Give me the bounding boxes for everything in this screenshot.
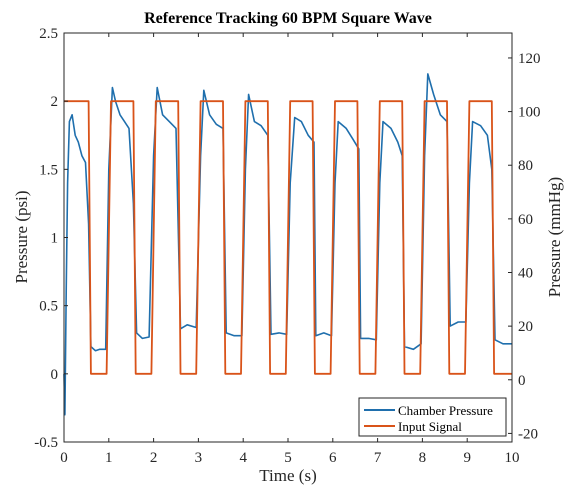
legend: Chamber Pressure Input Signal [358, 397, 507, 437]
y-right-tick-label: 40 [518, 265, 533, 281]
x-tick-label: 4 [239, 450, 247, 466]
y-axis-left-title: Pressure (psi) [12, 190, 31, 283]
series-layer [63, 73, 512, 416]
chart-title: Reference Tracking 60 BPM Square Wave [144, 10, 432, 27]
x-tick-label: 10 [505, 450, 520, 466]
y-tick-label: 1.5 [39, 162, 58, 178]
y-tick-label: -0.5 [34, 435, 58, 451]
x-tick-label: 2 [150, 450, 158, 466]
y-axis-right: -20 0 20 40 60 80 100 120 [508, 51, 541, 442]
x-tick-label: 5 [284, 450, 292, 466]
x-tick-label: 7 [374, 450, 382, 466]
y-axis-right-title: Pressure (mmHg) [545, 177, 564, 297]
legend-label-chamber-pressure: Chamber Pressure [398, 403, 493, 418]
x-tick-label: 8 [419, 450, 427, 466]
series-line-input-signal [64, 100, 512, 375]
y-right-tick-label: 80 [518, 158, 533, 174]
legend-label-input-signal: Input Signal [398, 419, 462, 434]
y-tick-label: 1 [51, 231, 59, 247]
y-right-tick-label: 20 [518, 319, 533, 335]
series-line-chamber-pressure [63, 73, 512, 416]
y-right-tick-label: 0 [518, 373, 526, 389]
y-tick-label: 0.5 [39, 299, 58, 315]
y-tick-label: 2 [51, 94, 59, 110]
legend-box [358, 397, 507, 437]
y-axis-left: -0.5 0 0.5 1 1.5 2 2.5 [34, 26, 68, 451]
y-tick-label: 2.5 [39, 26, 58, 42]
y-tick-label: 0 [51, 367, 59, 383]
x-tick-label: 6 [329, 450, 337, 466]
x-axis: 0 1 2 3 4 5 6 7 8 9 10 [60, 33, 520, 466]
x-tick-label: 1 [105, 450, 113, 466]
x-axis-title: Time (s) [259, 466, 316, 485]
x-tick-label: 0 [60, 450, 68, 466]
y-right-tick-label: -20 [518, 426, 538, 442]
y-right-tick-label: 120 [518, 51, 541, 67]
y-right-tick-label: 100 [518, 105, 541, 121]
x-tick-label: 3 [195, 450, 203, 466]
y-right-tick-label: 60 [518, 212, 533, 228]
x-tick-label: 9 [463, 450, 471, 466]
